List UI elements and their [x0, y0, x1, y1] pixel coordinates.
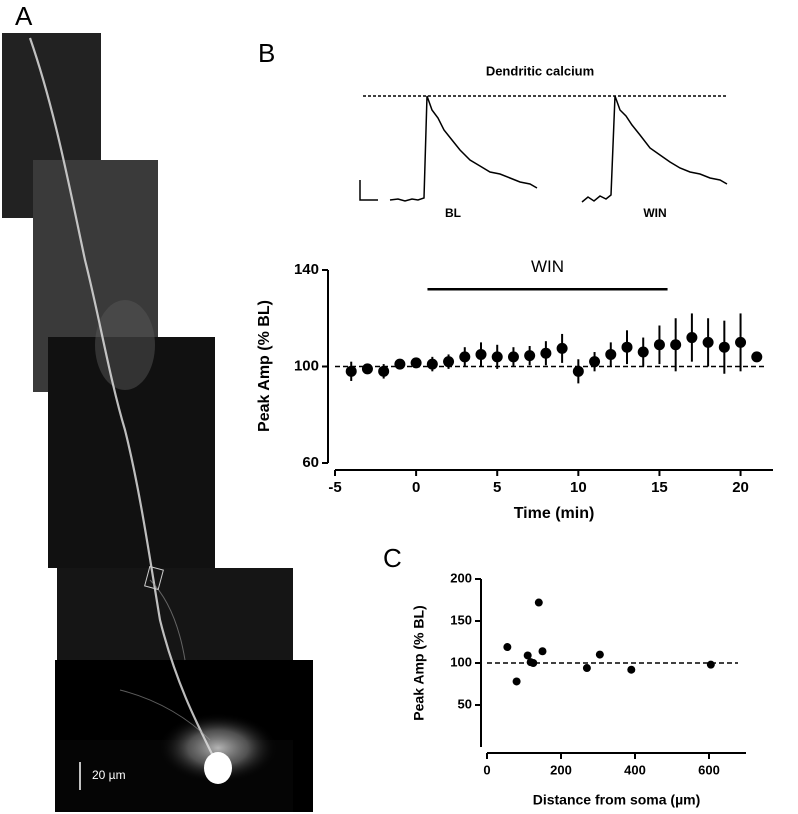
- point: [512, 677, 521, 686]
- point: [751, 351, 763, 363]
- point: [410, 357, 422, 369]
- point: [538, 647, 547, 656]
- point: [507, 351, 519, 363]
- point: [378, 365, 390, 377]
- point: [706, 660, 715, 669]
- point: [702, 336, 714, 348]
- point: [595, 650, 604, 659]
- point: [475, 348, 487, 360]
- y-tick-label: 200: [450, 570, 472, 585]
- point: [670, 339, 682, 351]
- x-tick-label: 600: [698, 762, 720, 777]
- x-tick-label: 200: [550, 762, 572, 777]
- x-tick-label: 20: [732, 479, 749, 496]
- traces: Dendritic calcium BL WIN: [359, 63, 728, 220]
- point: [534, 598, 543, 607]
- y-tick-label: 50: [458, 696, 472, 711]
- point: [637, 346, 649, 358]
- point: [556, 342, 568, 354]
- point: [529, 659, 538, 667]
- x-axis-label: Time (min): [514, 505, 595, 522]
- point: [627, 665, 636, 674]
- y-tick-label: 60: [302, 454, 319, 471]
- panel-label: C: [383, 543, 402, 573]
- micrograph: 20 µm: [2, 33, 313, 812]
- point: [582, 664, 591, 673]
- x-tick-label: 400: [624, 762, 646, 777]
- point: [718, 341, 730, 353]
- x-tick-label: 15: [651, 479, 668, 496]
- x-tick-label: 0: [412, 479, 420, 496]
- point: [524, 350, 536, 362]
- point: [621, 341, 633, 353]
- point: [605, 348, 617, 360]
- x-axis-label: Distance from soma (µm): [533, 792, 701, 808]
- x-tick-label: 5: [493, 479, 501, 496]
- x-tick-label: -5: [328, 479, 341, 496]
- x-tick-label: 0: [483, 762, 490, 777]
- trace-label: WIN: [643, 206, 666, 220]
- point: [686, 332, 698, 344]
- point: [540, 347, 552, 359]
- point: [345, 365, 357, 377]
- point: [443, 356, 455, 368]
- y-tick-label: 140: [294, 261, 319, 278]
- panel-label: B: [258, 38, 275, 68]
- y-axis-label: Peak Amp (% BL): [256, 300, 273, 432]
- y-tick-label: 100: [294, 357, 319, 374]
- point: [572, 365, 584, 377]
- y-tick-label: 150: [450, 612, 472, 627]
- scale-bar-label: 20 µm: [92, 768, 126, 782]
- panel-label: A: [15, 1, 33, 31]
- point: [503, 643, 512, 652]
- point: [589, 356, 601, 368]
- point: [361, 363, 373, 375]
- annotation: WIN: [531, 257, 564, 276]
- point: [735, 336, 747, 348]
- point: [491, 351, 503, 363]
- trace-label: BL: [445, 206, 461, 220]
- point: [426, 358, 438, 370]
- trace-title: Dendritic calcium: [486, 63, 594, 78]
- x-tick-label: 10: [570, 479, 587, 496]
- point: [523, 651, 532, 660]
- y-axis-label: Peak Amp (% BL): [411, 605, 427, 720]
- point: [394, 358, 406, 370]
- y-tick-label: 100: [450, 654, 472, 669]
- point: [653, 339, 665, 351]
- point: [459, 351, 471, 363]
